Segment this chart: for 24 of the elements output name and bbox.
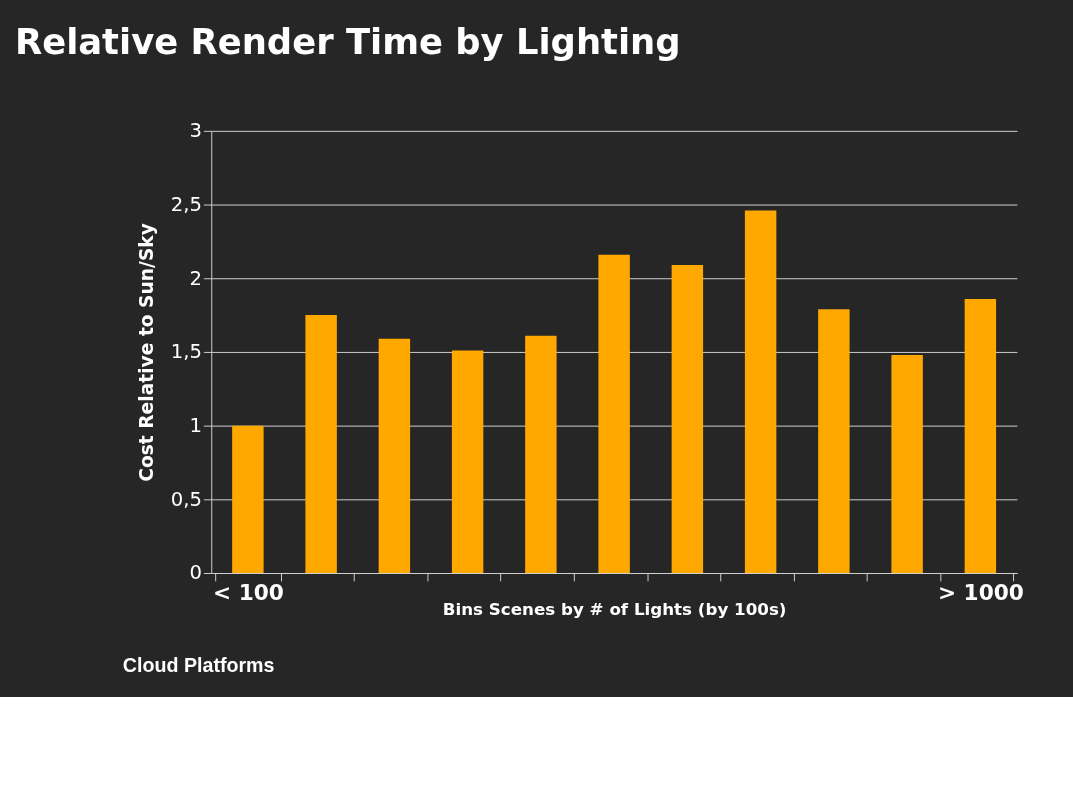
y-tick-label: 2,5 [170, 192, 202, 216]
bar [964, 298, 997, 574]
x-tick-label: > 1000 [937, 580, 1024, 606]
bar [305, 315, 337, 574]
bar [744, 210, 777, 574]
text: Cloud Platforms [122, 654, 275, 677]
y-tick-label: 0,5 [170, 487, 202, 511]
y-tick-label: 2 [189, 266, 202, 290]
y-tick-label: 1 [189, 414, 202, 438]
bar [232, 425, 264, 574]
bar [525, 335, 557, 574]
x-axis-title: Bins Scenes by # of Lights (by 100s) [442, 598, 787, 619]
bar [891, 354, 923, 574]
bar [451, 350, 484, 574]
y-axis-title: Cost Relative to Sun/Sky [135, 223, 157, 482]
x-tick-label: < 100 [213, 580, 284, 606]
y-tick-label: 3 [189, 119, 202, 143]
bar [818, 309, 850, 574]
bar [598, 254, 630, 574]
bar [378, 338, 411, 574]
bar [671, 264, 704, 574]
chart-title: Relative Render Time by Lighting [14, 21, 681, 63]
y-tick-label: 0 [189, 561, 202, 585]
y-tick-label: 1,5 [170, 340, 202, 364]
